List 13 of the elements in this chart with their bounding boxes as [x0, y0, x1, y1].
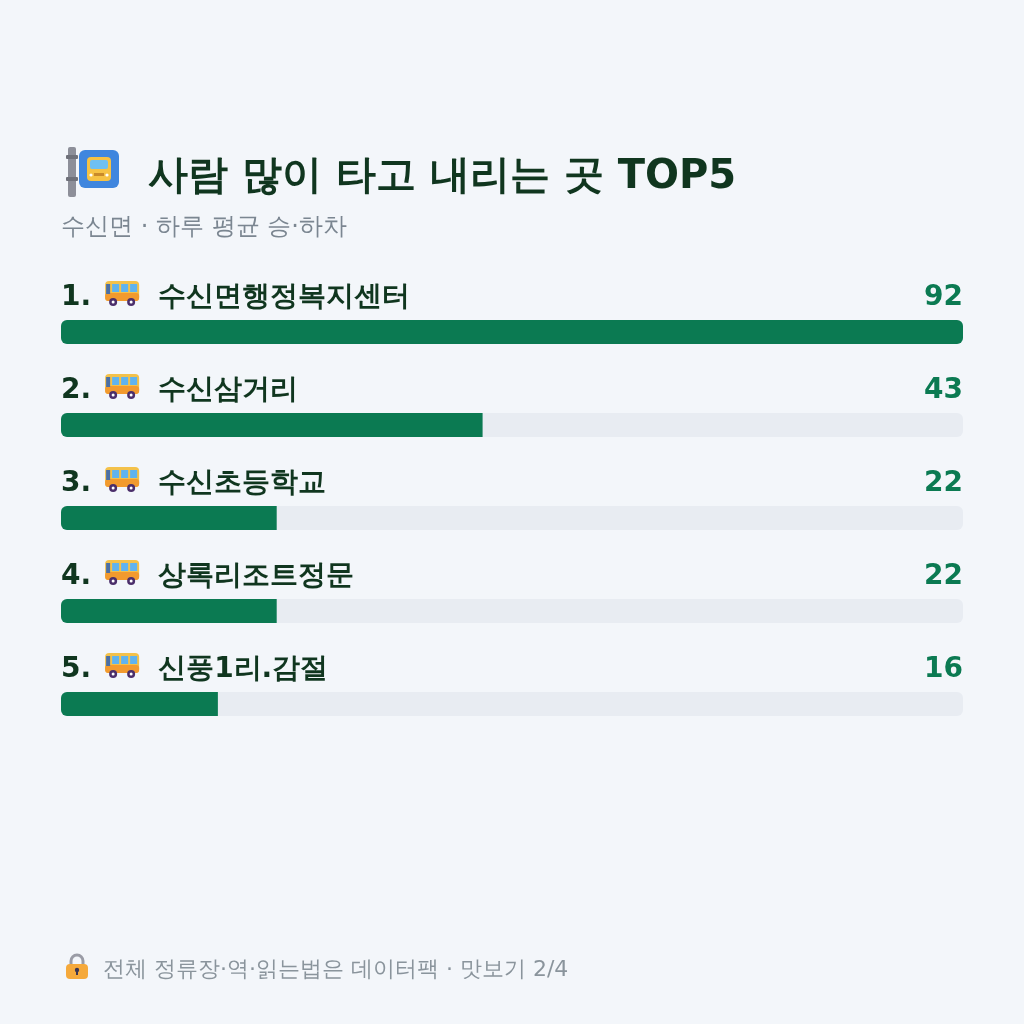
data-label: 22	[924, 465, 963, 498]
text: 전체 정류장·역·읽는법은 데이터팩 · 맛보기 2/4	[103, 956, 569, 981]
data-label: 16	[924, 651, 963, 684]
chart-subtitle: 수신면 · 하루 평균 승·하차	[61, 212, 347, 240]
data-label: 43	[924, 372, 963, 405]
category-label: 1. 수신면행정복지센터	[61, 279, 411, 312]
category-label: 3. 수신초등학교	[61, 465, 327, 498]
category-label: 4. 상록리조트정문	[61, 558, 355, 591]
category-label: 2. 수신삼거리	[61, 372, 299, 405]
data-label: 22	[924, 558, 963, 591]
category-label: 5. 신풍1리.감절	[61, 651, 329, 684]
data-label: 92	[924, 279, 963, 312]
chart-title: 사람 많이 타고 내리는 곳 TOP5	[148, 151, 737, 197]
